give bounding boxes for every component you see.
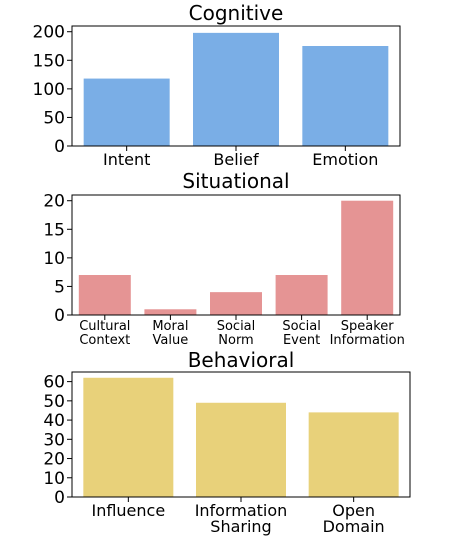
bar [196,402,286,497]
bar [83,377,174,497]
chart-title: Behavioral [188,348,295,372]
x-tick-label: Influence [91,501,165,520]
y-tick-label: 200 [33,23,65,43]
y-tick-label: 60 [43,373,65,393]
y-tick-label: 10 [43,469,65,489]
bar [302,46,389,146]
y-tick-label: 20 [43,192,65,212]
chart-title: Situational [182,169,289,193]
bar [308,412,399,497]
x-tick-label: Open Domain [323,501,385,536]
x-tick-label: Intent [103,150,150,169]
situational-chart: Situational 0 5 10 15 20 Cultural Context Moral… [43,169,404,348]
bar [275,275,328,315]
y-tick-label: 15 [43,220,65,240]
x-tick-label: Moral Value [152,319,188,348]
y-tick-label: 10 [43,249,65,269]
x-tick-label: Speaker Information [330,319,405,348]
y-tick-label: 0 [54,488,65,508]
bar [83,78,170,146]
cognitive-chart: Cognitive 0 50 100 150 200 Intent Belief Emotio… [33,1,401,169]
y-tick-label: 50 [43,108,65,128]
bar [210,292,262,315]
chart-title: Cognitive [189,1,284,25]
y-tick-label: 100 [33,80,65,100]
y-tick-label: 20 [43,450,65,470]
bar [341,200,394,315]
x-tick-label: Social Norm [217,319,256,348]
y-tick-label: 30 [43,430,65,450]
y-tick-label: 50 [43,392,65,412]
x-tick-label: Emotion [312,150,378,169]
bar [78,275,131,315]
y-tick-label: 0 [54,306,65,326]
y-tick-label: 0 [54,137,65,157]
bar [193,32,279,146]
x-tick-label: Cultural Context [79,319,130,348]
y-tick-label: 40 [43,411,65,431]
y-tick-label: 150 [33,51,65,71]
y-tick-label: 5 [54,277,65,297]
x-tick-label: Social Event [282,319,321,348]
x-tick-label: Belief [213,150,259,169]
bar [144,309,197,315]
x-tick-label: Information Sharing [195,501,288,536]
